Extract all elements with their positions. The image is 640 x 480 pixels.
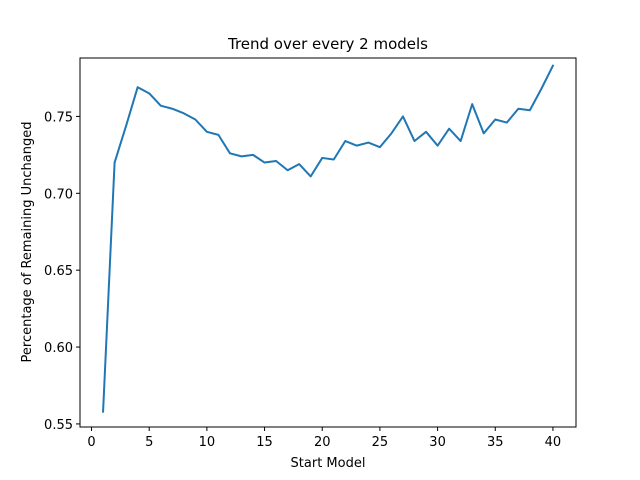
x-tick-label: 0 [87, 435, 95, 450]
x-tick-label: 40 [545, 435, 562, 450]
axes-frame [79, 57, 577, 428]
y-tick-label: 0.55 [44, 418, 73, 433]
series-line [102, 64, 555, 413]
y-tick-label: 0.70 [44, 187, 73, 202]
chart-title: Trend over every 2 models [227, 35, 428, 53]
x-axis-label: Start Model [291, 456, 366, 471]
plot-area: 0 5 10 15 20 25 30 35 40 0.55 0.60 0.65 0.70 0.75 [44, 57, 577, 450]
y-axis-label: Percentage of Remaining Unchanged [20, 122, 35, 363]
x-tick-label: 20 [314, 435, 331, 450]
x-tick-label: 5 [145, 435, 153, 450]
y-tick-label: 0.75 [44, 110, 73, 125]
y-tick-label: 0.60 [44, 341, 73, 356]
x-tick-label: 15 [256, 435, 273, 450]
x-tick-label: 25 [372, 435, 389, 450]
x-tick-label: 30 [429, 435, 446, 450]
y-tick-label: 0.65 [44, 264, 73, 279]
x-tick-label: 35 [487, 435, 504, 450]
x-tick-label: 10 [199, 435, 216, 450]
